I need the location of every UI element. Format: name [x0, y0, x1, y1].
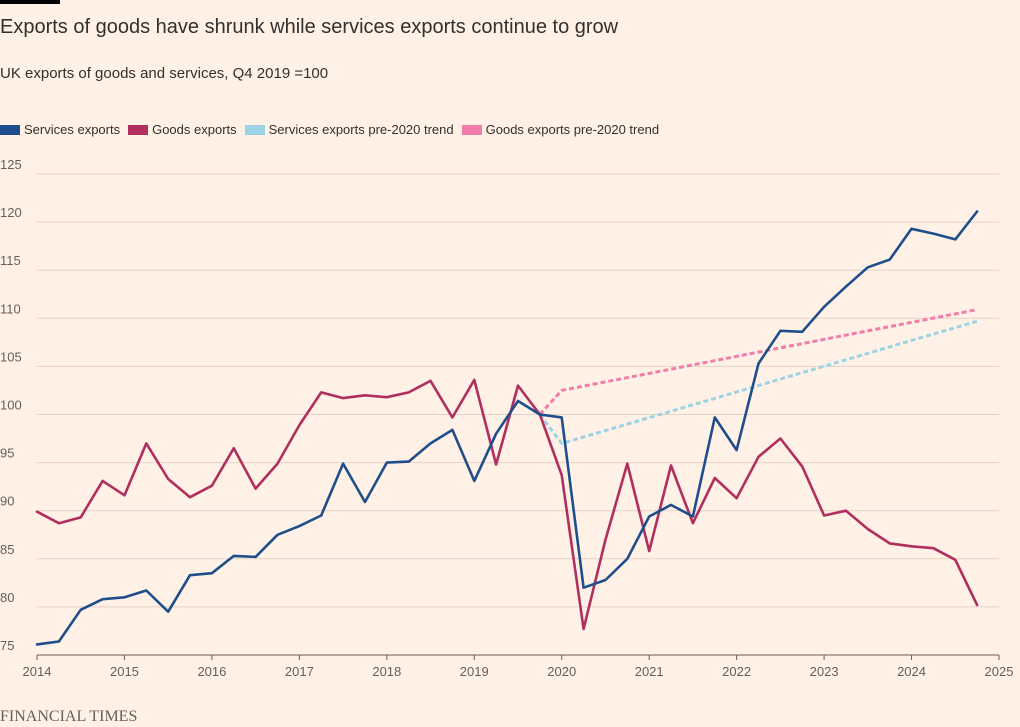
- legend-label-services: Services exports: [24, 122, 121, 137]
- x-tick-label-2023: 2023: [810, 664, 839, 679]
- x-tick-label-2021: 2021: [635, 664, 664, 679]
- x-tick-label-2014: 2014: [23, 664, 52, 679]
- y-tick-label-125: 125: [0, 157, 22, 172]
- series-line-services-trend: [538, 319, 978, 445]
- x-tick-label-2024: 2024: [897, 664, 926, 679]
- y-tick-label-90: 90: [0, 494, 14, 509]
- x-tick-label-2025: 2025: [985, 664, 1014, 679]
- legend-item-services: Services exports: [0, 122, 120, 137]
- chart-title: Exports of goods have shrunk while servi…: [0, 16, 619, 38]
- legend-swatch-goods: [128, 124, 149, 135]
- y-tick-label-100: 100: [0, 398, 22, 413]
- series-lines: [35, 210, 979, 646]
- x-axis: 2014 2015 2016 2017 2018 2019 2020 2021 2022 2023…: [23, 654, 1014, 679]
- top-accent-bar: [0, 0, 60, 4]
- chart-subtitle: UK exports of goods and services, Q4 201…: [0, 65, 329, 82]
- y-tick-label-75: 75: [0, 638, 14, 653]
- y-tick-label-95: 95: [0, 446, 14, 461]
- x-tick-label-2017: 2017: [285, 664, 314, 679]
- y-tick-label-80: 80: [0, 590, 14, 605]
- y-tick-label-105: 105: [0, 349, 22, 364]
- series-line-goods: [35, 378, 979, 631]
- gridlines: [37, 173, 999, 608]
- legend-item-services-trend: Services exports pre-2020 trend: [244, 122, 454, 137]
- legend-label-services-trend: Services exports pre-2020 trend: [268, 122, 454, 137]
- legend-swatch-goods-trend: [461, 124, 482, 135]
- y-tick-label-120: 120: [0, 205, 22, 220]
- y-tick-label-85: 85: [0, 542, 14, 557]
- series-line-services: [35, 210, 979, 646]
- legend-label-goods-trend: Goods exports pre-2020 trend: [485, 122, 660, 137]
- source-credit: FINANCIAL TIMES: [0, 708, 138, 725]
- legend: Services exports Goods exports Services …: [0, 122, 667, 137]
- x-tick-label-2016: 2016: [197, 664, 226, 679]
- legend-swatch-services-trend: [244, 124, 265, 135]
- x-tick-label-2019: 2019: [460, 664, 489, 679]
- x-tick-label-2015: 2015: [110, 664, 139, 679]
- x-tick-label-2018: 2018: [372, 664, 401, 679]
- legend-item-goods-trend: Goods exports pre-2020 trend: [461, 122, 660, 137]
- x-tick-label-2022: 2022: [722, 664, 751, 679]
- x-tick-label-2020: 2020: [547, 664, 576, 679]
- y-tick-label-110: 110: [0, 301, 21, 316]
- series-line-goods-trend: [538, 308, 978, 416]
- y-axis-tick-labels: 75 80 85 90 95 100 105 110 115 120 125: [0, 157, 22, 653]
- y-tick-label-115: 115: [0, 253, 21, 268]
- legend-label-goods: Goods exports: [152, 122, 237, 137]
- legend-item-goods: Goods exports: [128, 122, 237, 137]
- legend-swatch-services: [0, 124, 20, 135]
